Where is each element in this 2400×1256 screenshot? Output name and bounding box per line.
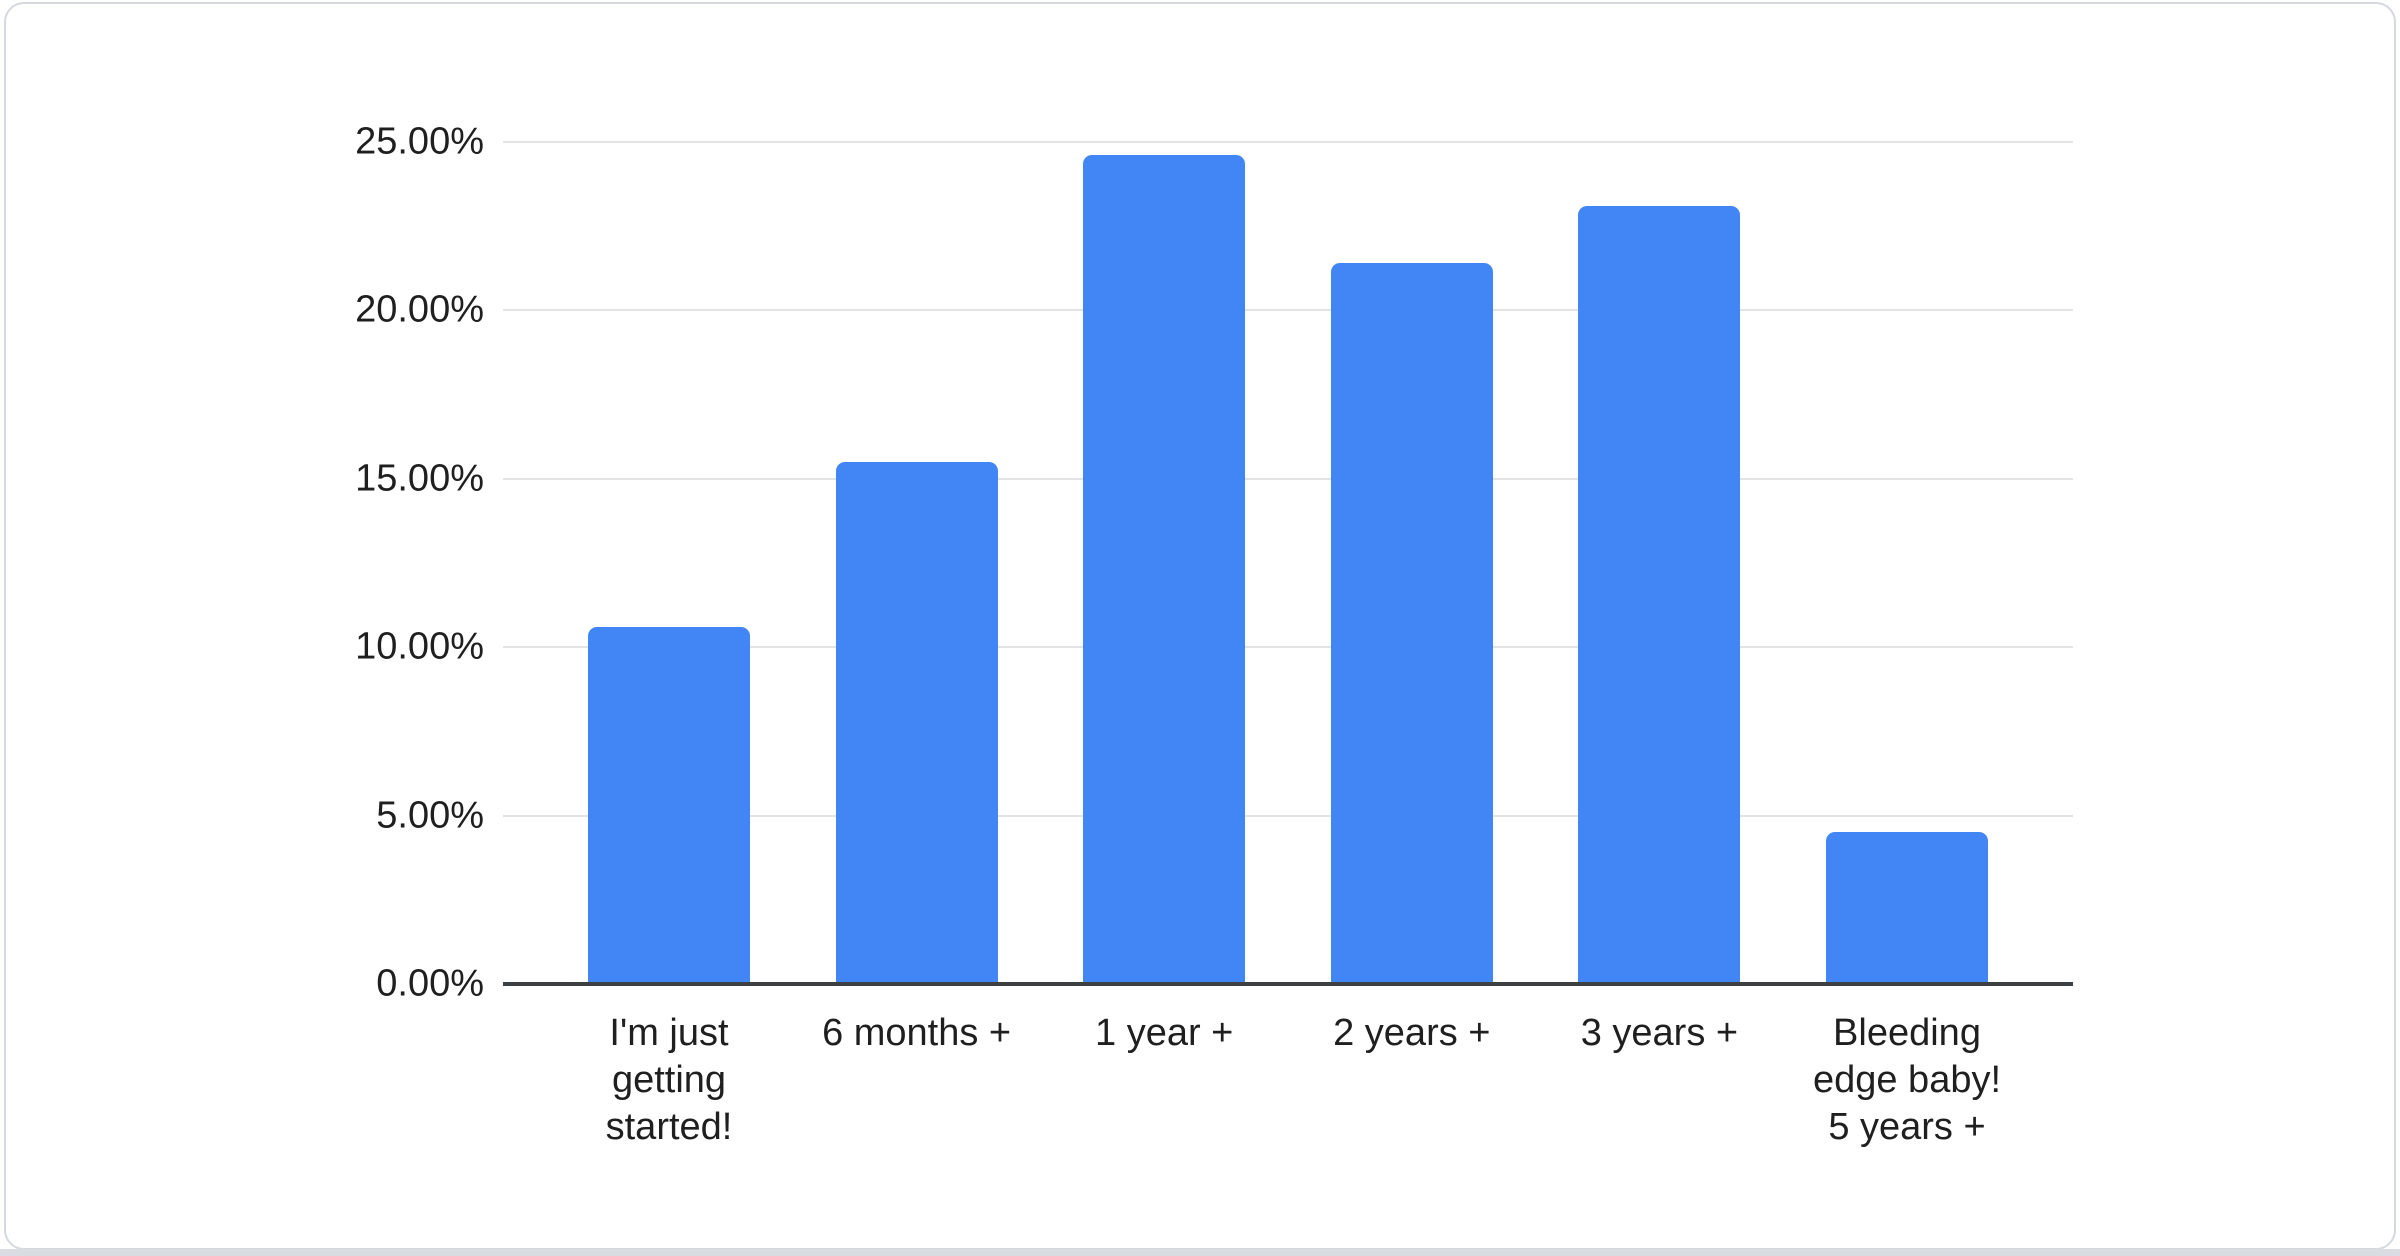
- plot-area: [503, 141, 2073, 986]
- y-axis-tick-label: 5.00%: [376, 794, 484, 837]
- y-axis-tick-label: 20.00%: [355, 288, 484, 331]
- gridline: [503, 477, 2073, 480]
- bar[interactable]: [1330, 263, 1493, 984]
- y-axis-tick-label: 25.00%: [355, 120, 484, 163]
- y-axis-tick-label: 10.00%: [355, 625, 484, 668]
- x-axis-category-label: 3 years +: [1580, 1012, 1739, 1054]
- bar[interactable]: [1578, 206, 1741, 984]
- bar[interactable]: [835, 461, 998, 984]
- bottom-strip: [0, 1249, 2400, 1256]
- y-axis-tick-label: 15.00%: [355, 457, 484, 500]
- gridline: [503, 141, 2073, 143]
- bar[interactable]: [1826, 832, 1988, 984]
- gridline: [503, 309, 2073, 312]
- x-axis-category-label: Bleeding edge baby! 5 years +: [1812, 1012, 2002, 1148]
- x-axis-category-label: 2 years +: [1333, 1012, 1491, 1054]
- x-axis-category-label: I'm just getting started!: [605, 1012, 733, 1148]
- x-axis-line: [503, 982, 2073, 986]
- bar[interactable]: [1083, 155, 1246, 984]
- x-axis-category-label: 6 months +: [822, 1012, 1012, 1054]
- x-axis-category-label: 1 year +: [1095, 1012, 1234, 1054]
- y-axis-tick-label: 0.00%: [376, 962, 484, 1005]
- chart-card: 0.00% 5.00% 10.00% 15.00% 20.00% 25.00% I'm j…: [4, 2, 2396, 1250]
- gridline: [503, 814, 2073, 817]
- gridline: [503, 646, 2073, 649]
- bar[interactable]: [588, 627, 750, 984]
